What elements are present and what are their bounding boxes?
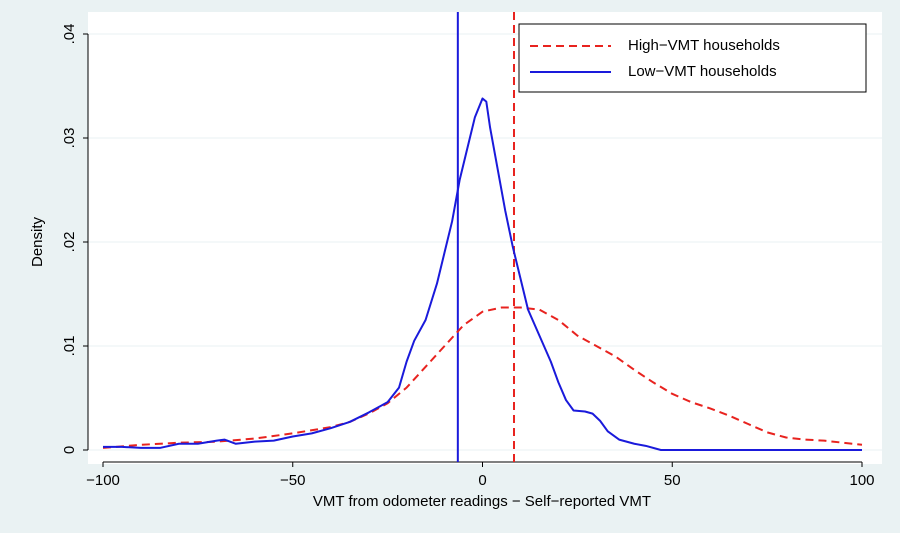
x-tick-label: 50: [664, 472, 681, 489]
y-axis-title: Density: [29, 216, 46, 267]
legend-label: Low−VMT households: [628, 63, 777, 80]
y-tick-label: .01: [61, 336, 78, 357]
density-line: [103, 97, 862, 451]
legend-box: [518, 23, 867, 93]
x-tick-label: 0: [478, 472, 486, 489]
x-tick-label: 100: [849, 472, 874, 489]
y-tick-label: .02: [61, 232, 78, 253]
legend-label: High−VMT households: [628, 37, 780, 54]
y-tick-label: 0: [61, 446, 78, 454]
x-tick-label: −50: [280, 472, 305, 489]
y-tick-label: .04: [61, 24, 78, 45]
x-axis-title: VMT from odometer readings − Self−report…: [313, 493, 651, 510]
x-tick-label: −100: [86, 472, 120, 489]
y-tick-label: .03: [61, 128, 78, 149]
